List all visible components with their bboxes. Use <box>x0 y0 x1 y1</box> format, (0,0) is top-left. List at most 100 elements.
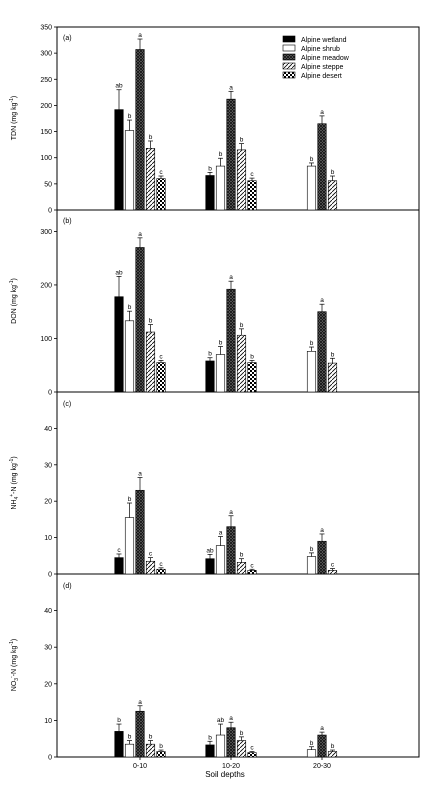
significance-letter: b <box>310 156 314 163</box>
panel-d-ylabel: NO3--N (mg kg-1) <box>9 639 20 691</box>
significance-letter: b <box>331 169 335 176</box>
significance-letter: a <box>229 715 233 722</box>
y-tick-label: 200 <box>40 282 52 289</box>
bar <box>226 98 236 211</box>
x-axis-title: Soil depths <box>205 770 245 779</box>
bar <box>317 540 327 575</box>
panel-d-ylabel-mid: -N (mg kg <box>11 645 18 676</box>
bar <box>124 743 135 758</box>
panel-d-ylabel-sup2: -1 <box>9 641 15 646</box>
significance-letter: a <box>229 84 233 91</box>
y-tick-label: 0 <box>48 390 52 397</box>
bar <box>306 749 317 758</box>
y-tick-label: 50 <box>44 181 52 188</box>
bar <box>145 560 156 575</box>
y-tick-label: 40 <box>44 426 52 433</box>
significance-letter: b <box>219 340 223 347</box>
y-tick-label: 100 <box>40 155 52 162</box>
significance-letter: a <box>320 527 324 534</box>
bar <box>236 740 247 758</box>
y-tick-label: 30 <box>44 462 52 469</box>
bar <box>215 734 226 758</box>
significance-letter: c <box>159 169 163 176</box>
bar <box>317 311 327 393</box>
significance-letter: a <box>320 725 324 732</box>
y-tick-label: 0 <box>48 208 52 215</box>
panel-a-ylabel-sup: -1 <box>9 98 15 103</box>
bar <box>226 288 236 393</box>
significance-letter: b <box>240 552 244 559</box>
bar <box>135 247 145 393</box>
y-tick-label: 10 <box>44 718 52 725</box>
significance-letter: a <box>229 509 233 516</box>
significance-letter: a <box>138 699 142 706</box>
significance-letter: b <box>310 340 314 347</box>
panel-d-label: (d) <box>63 583 72 590</box>
significance-letter: a <box>320 297 324 304</box>
bar <box>205 558 215 575</box>
y-tick-label: 0 <box>48 572 52 579</box>
legend-label-desert: Alpine desert <box>301 73 342 80</box>
significance-letter: b <box>208 351 212 358</box>
x-tick-label: 0-10 <box>133 763 147 770</box>
panel-d-frame <box>56 573 420 758</box>
significance-letter: b <box>240 730 244 737</box>
significance-letter: b <box>128 734 132 741</box>
significance-letter: b <box>240 322 244 329</box>
bar <box>205 360 215 393</box>
bar <box>135 710 145 758</box>
legend-label-meadow: Alpine meadow <box>301 55 350 62</box>
bar <box>156 568 166 575</box>
x-tick-label: 20-30 <box>313 763 331 770</box>
panel-c-ylabel-sup2: -1 <box>9 458 15 463</box>
legend-swatch-meadow <box>282 53 296 61</box>
legend-label-wetland: Alpine wetland <box>301 37 347 44</box>
significance-letter: a <box>138 471 142 478</box>
significance-letter: b <box>149 734 153 741</box>
legend-swatch-steppe <box>282 62 296 70</box>
significance-letter: c <box>250 562 254 569</box>
bar <box>156 178 166 211</box>
bar <box>327 180 338 211</box>
legend-label-steppe: Alpine steppe <box>301 64 344 71</box>
significance-letter: b <box>208 734 212 741</box>
bar <box>124 320 135 393</box>
bar <box>317 734 327 758</box>
bar <box>306 351 317 393</box>
significance-letter: ab <box>115 269 123 276</box>
y-tick-label: 20 <box>44 681 52 688</box>
x-tick-label: 10-20 <box>222 763 240 770</box>
significance-letter: ab <box>217 717 225 724</box>
significance-letter: b <box>117 717 121 724</box>
bar <box>236 334 247 393</box>
bar <box>226 526 236 575</box>
bar <box>327 751 338 758</box>
panel-a-label: (a) <box>63 35 72 42</box>
bar <box>215 354 226 393</box>
panel-d-ylabel-sup: - <box>9 676 15 678</box>
panel-b-ylabel-tail: ) <box>11 278 18 280</box>
significance-letter: b <box>240 137 244 144</box>
panel-c: (c) <box>56 391 420 575</box>
significance-letter: c <box>250 745 254 752</box>
bar <box>215 545 226 575</box>
y-tick-label: 300 <box>40 51 52 58</box>
significance-letter: b <box>331 743 335 750</box>
panel-d-ylabel-sub: 3 <box>14 678 20 681</box>
significance-letter: c <box>149 551 153 558</box>
bar <box>114 557 124 575</box>
panel-b-ylabel: DON (mg kg-1) <box>9 278 18 324</box>
panel-c-ylabel: NH4+-N (mg kg-1) <box>9 456 20 509</box>
y-tick-label: 40 <box>44 608 52 615</box>
significance-letter: b <box>208 165 212 172</box>
bar <box>327 362 338 393</box>
y-tick-label: 200 <box>40 103 52 110</box>
bar <box>306 556 317 575</box>
bar <box>124 130 135 211</box>
panel-b-ylabel-sup: -1 <box>9 280 15 285</box>
panel-c-label: (c) <box>63 401 71 408</box>
bar <box>156 751 166 758</box>
y-tick-label: 300 <box>40 229 52 236</box>
